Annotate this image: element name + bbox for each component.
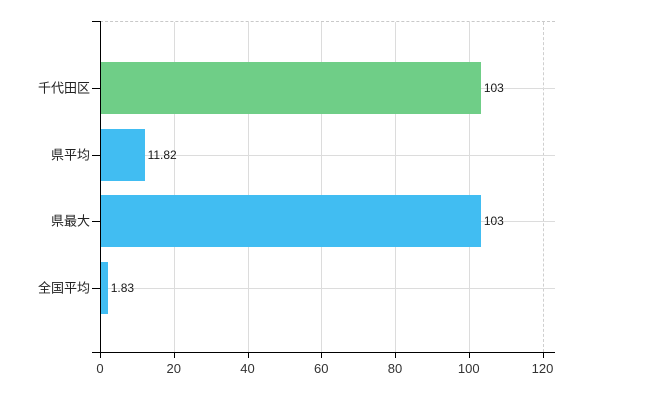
x-axis-tick-label: 100 bbox=[457, 361, 480, 376]
y-axis-tick bbox=[92, 288, 100, 289]
vertical-gridline bbox=[321, 22, 323, 352]
category-label: 全国平均 bbox=[37, 280, 90, 296]
x-axis-tick bbox=[100, 353, 101, 358]
x-axis-tick-label: 120 bbox=[531, 361, 554, 376]
bar-value-label: 103 bbox=[483, 214, 504, 229]
category-label: 県平均 bbox=[50, 147, 90, 163]
bar-value-label: 1.83 bbox=[110, 281, 135, 295]
x-axis-tick bbox=[395, 353, 396, 358]
bar bbox=[101, 195, 481, 248]
x-axis-tick bbox=[173, 353, 175, 358]
y-axis-tick bbox=[92, 88, 100, 89]
vertical-gridline bbox=[247, 22, 249, 352]
y-axis-tick bbox=[92, 352, 100, 353]
category-label: 千代田区 bbox=[37, 80, 90, 96]
x-axis-tick-label: 60 bbox=[314, 361, 329, 376]
plot-top-border bbox=[100, 21, 555, 22]
vertical-gridline bbox=[468, 22, 470, 352]
vertical-gridline bbox=[542, 22, 544, 352]
bar bbox=[101, 262, 108, 314]
vertical-gridline bbox=[395, 22, 396, 352]
x-axis-tick-label: 0 bbox=[96, 361, 104, 376]
category-label: 県最大 bbox=[50, 213, 90, 229]
y-axis-tick bbox=[92, 21, 100, 22]
x-axis-tick bbox=[468, 353, 470, 358]
bar-value-label: 103 bbox=[483, 81, 504, 95]
x-axis-tick-label: 40 bbox=[240, 361, 255, 376]
bar bbox=[101, 128, 145, 181]
bar-value-label: 11.82 bbox=[147, 147, 177, 162]
x-axis-tick-label: 20 bbox=[166, 361, 181, 376]
y-axis-tick bbox=[92, 154, 100, 156]
horizontal-gridline bbox=[100, 288, 555, 289]
vertical-gridline bbox=[173, 22, 175, 352]
x-axis-line bbox=[100, 352, 555, 353]
x-axis-tick bbox=[542, 353, 544, 358]
x-axis-tick bbox=[247, 353, 249, 358]
y-axis-line bbox=[100, 21, 101, 353]
x-axis-tick-label: 80 bbox=[387, 361, 403, 376]
bar bbox=[101, 62, 481, 114]
x-axis-tick bbox=[321, 353, 323, 358]
y-axis-tick bbox=[92, 221, 100, 223]
horizontal-gridline bbox=[100, 154, 555, 156]
